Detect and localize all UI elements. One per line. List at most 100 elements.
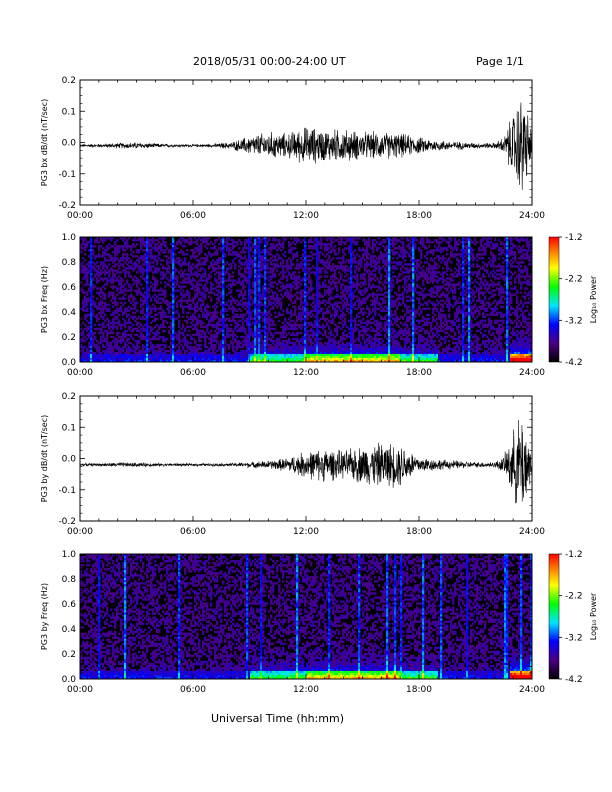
spectrogram-cell [126, 243, 129, 246]
spectrogram-cell [114, 243, 117, 246]
spectrogram-cell [154, 277, 157, 280]
spectrogram-cell [98, 287, 101, 290]
spectrogram-cell [134, 281, 137, 284]
spectrogram-cell [80, 349, 83, 353]
spectrogram-cell [116, 353, 119, 357]
spectrogram-cell [104, 295, 107, 298]
spectrogram-cell [114, 339, 117, 343]
spectrogram-cell [146, 263, 149, 266]
spectrogram-cell [168, 305, 171, 308]
spectrogram-cell [84, 301, 87, 304]
spectrogram-cell [148, 359, 151, 363]
spectrogram-cell [106, 249, 109, 252]
spectrogram-cell [186, 325, 189, 329]
y-tick-label: 0.1 [62, 107, 76, 117]
spectrogram-cell [114, 359, 117, 363]
spectrogram-cell [260, 241, 263, 244]
spectrogram-cell [126, 309, 129, 312]
spectrogram-cell [82, 303, 85, 306]
spectrogram-cell [84, 355, 87, 359]
spectrogram-cell [82, 359, 85, 363]
spectrogram-cell [122, 345, 125, 349]
spectrogram-cell [164, 273, 167, 276]
spectrogram-cell [184, 329, 187, 333]
spectrogram-cell [174, 275, 177, 278]
spectrogram-cell [158, 257, 161, 260]
spectrogram-cell [152, 343, 155, 347]
spectrogram-cell [104, 277, 107, 280]
spectrogram-cell [138, 269, 141, 272]
x-tick-label: 06:00 [180, 211, 206, 221]
spectrogram-cell [326, 275, 329, 278]
spectrogram-cell [122, 255, 125, 258]
spectrogram-cell [172, 317, 175, 321]
spectrogram-cell [144, 277, 147, 280]
spectrogram-cell [94, 331, 97, 335]
spectrogram-cell [182, 355, 185, 359]
spectrogram-cell [98, 317, 101, 321]
spectrogram-cell [124, 301, 127, 304]
spectrogram-cell [132, 239, 135, 242]
spectrogram-cell [146, 307, 149, 310]
spectrogram-cell [176, 309, 179, 312]
spectrogram-cell [112, 349, 115, 353]
spectrogram-cell [182, 253, 185, 256]
spectrogram-cell [144, 345, 147, 349]
spectrogram-cell [124, 353, 127, 357]
spectrogram-cell [98, 267, 101, 270]
spectrogram-cell [108, 359, 111, 363]
spectrogram-cell [146, 303, 149, 306]
spectrogram-cell [152, 255, 155, 258]
spectrogram-cell [134, 353, 137, 357]
spectrogram-cell [178, 331, 181, 335]
spectrogram-cell [178, 333, 181, 337]
spectrogram-cell [144, 249, 147, 252]
spectrogram-cell [120, 297, 123, 300]
spectrogram-cell [176, 261, 179, 264]
spectrogram-cell [106, 281, 109, 284]
spectrogram-cell [144, 317, 147, 321]
spectrogram-cell [140, 351, 143, 355]
spectrogram-cell [184, 359, 187, 363]
spectrogram-cell [122, 257, 125, 260]
spectrogram-cell [174, 277, 177, 280]
spectrogram-cell [142, 309, 145, 312]
spectrogram-cell [118, 247, 121, 250]
spectrogram-cell [180, 285, 183, 288]
spectrogram-cell [154, 297, 157, 300]
spectrogram-cell [136, 345, 139, 349]
page-title: 2018/05/31 00:00-24:00 UT [193, 55, 346, 68]
spectrogram-cell [114, 309, 117, 312]
spectrogram-cell [186, 263, 189, 266]
spectrogram-cell [124, 345, 127, 349]
spectrogram-cell [160, 311, 163, 315]
spectrogram-cell [136, 279, 139, 282]
spectrogram-cell [124, 257, 127, 260]
spectrogram-cell [148, 337, 151, 341]
spectrogram-cell [110, 245, 113, 248]
spectrogram-cell [102, 331, 105, 335]
spectrogram-cell [112, 339, 115, 343]
spectrogram-cell [132, 349, 135, 353]
spectrogram-cell [90, 327, 93, 331]
spectrogram-cell [132, 283, 135, 286]
spectrogram-cell [172, 251, 175, 254]
spectrogram-cell [116, 287, 119, 290]
y-tick-label: -0.1 [58, 170, 76, 180]
spectrogram-cell [164, 339, 167, 343]
spectrogram-cell [166, 307, 169, 310]
spectrogram-cell [172, 293, 175, 296]
spectrogram-cell [114, 269, 117, 272]
spectrogram-cell [108, 357, 111, 361]
spectrogram-cell [162, 249, 165, 252]
spectrogram-cell [92, 249, 95, 252]
spectrogram-cell [116, 279, 119, 282]
spectrogram-cell [114, 265, 117, 268]
spectrogram-cell [88, 289, 91, 292]
spectrogram-cell [284, 251, 287, 254]
spectrogram-cell [186, 253, 189, 256]
spectrogram-cell [104, 253, 107, 256]
spectrogram-cell [106, 343, 109, 347]
spectrogram-cell [144, 295, 147, 298]
spectrogram-cell [128, 333, 131, 337]
